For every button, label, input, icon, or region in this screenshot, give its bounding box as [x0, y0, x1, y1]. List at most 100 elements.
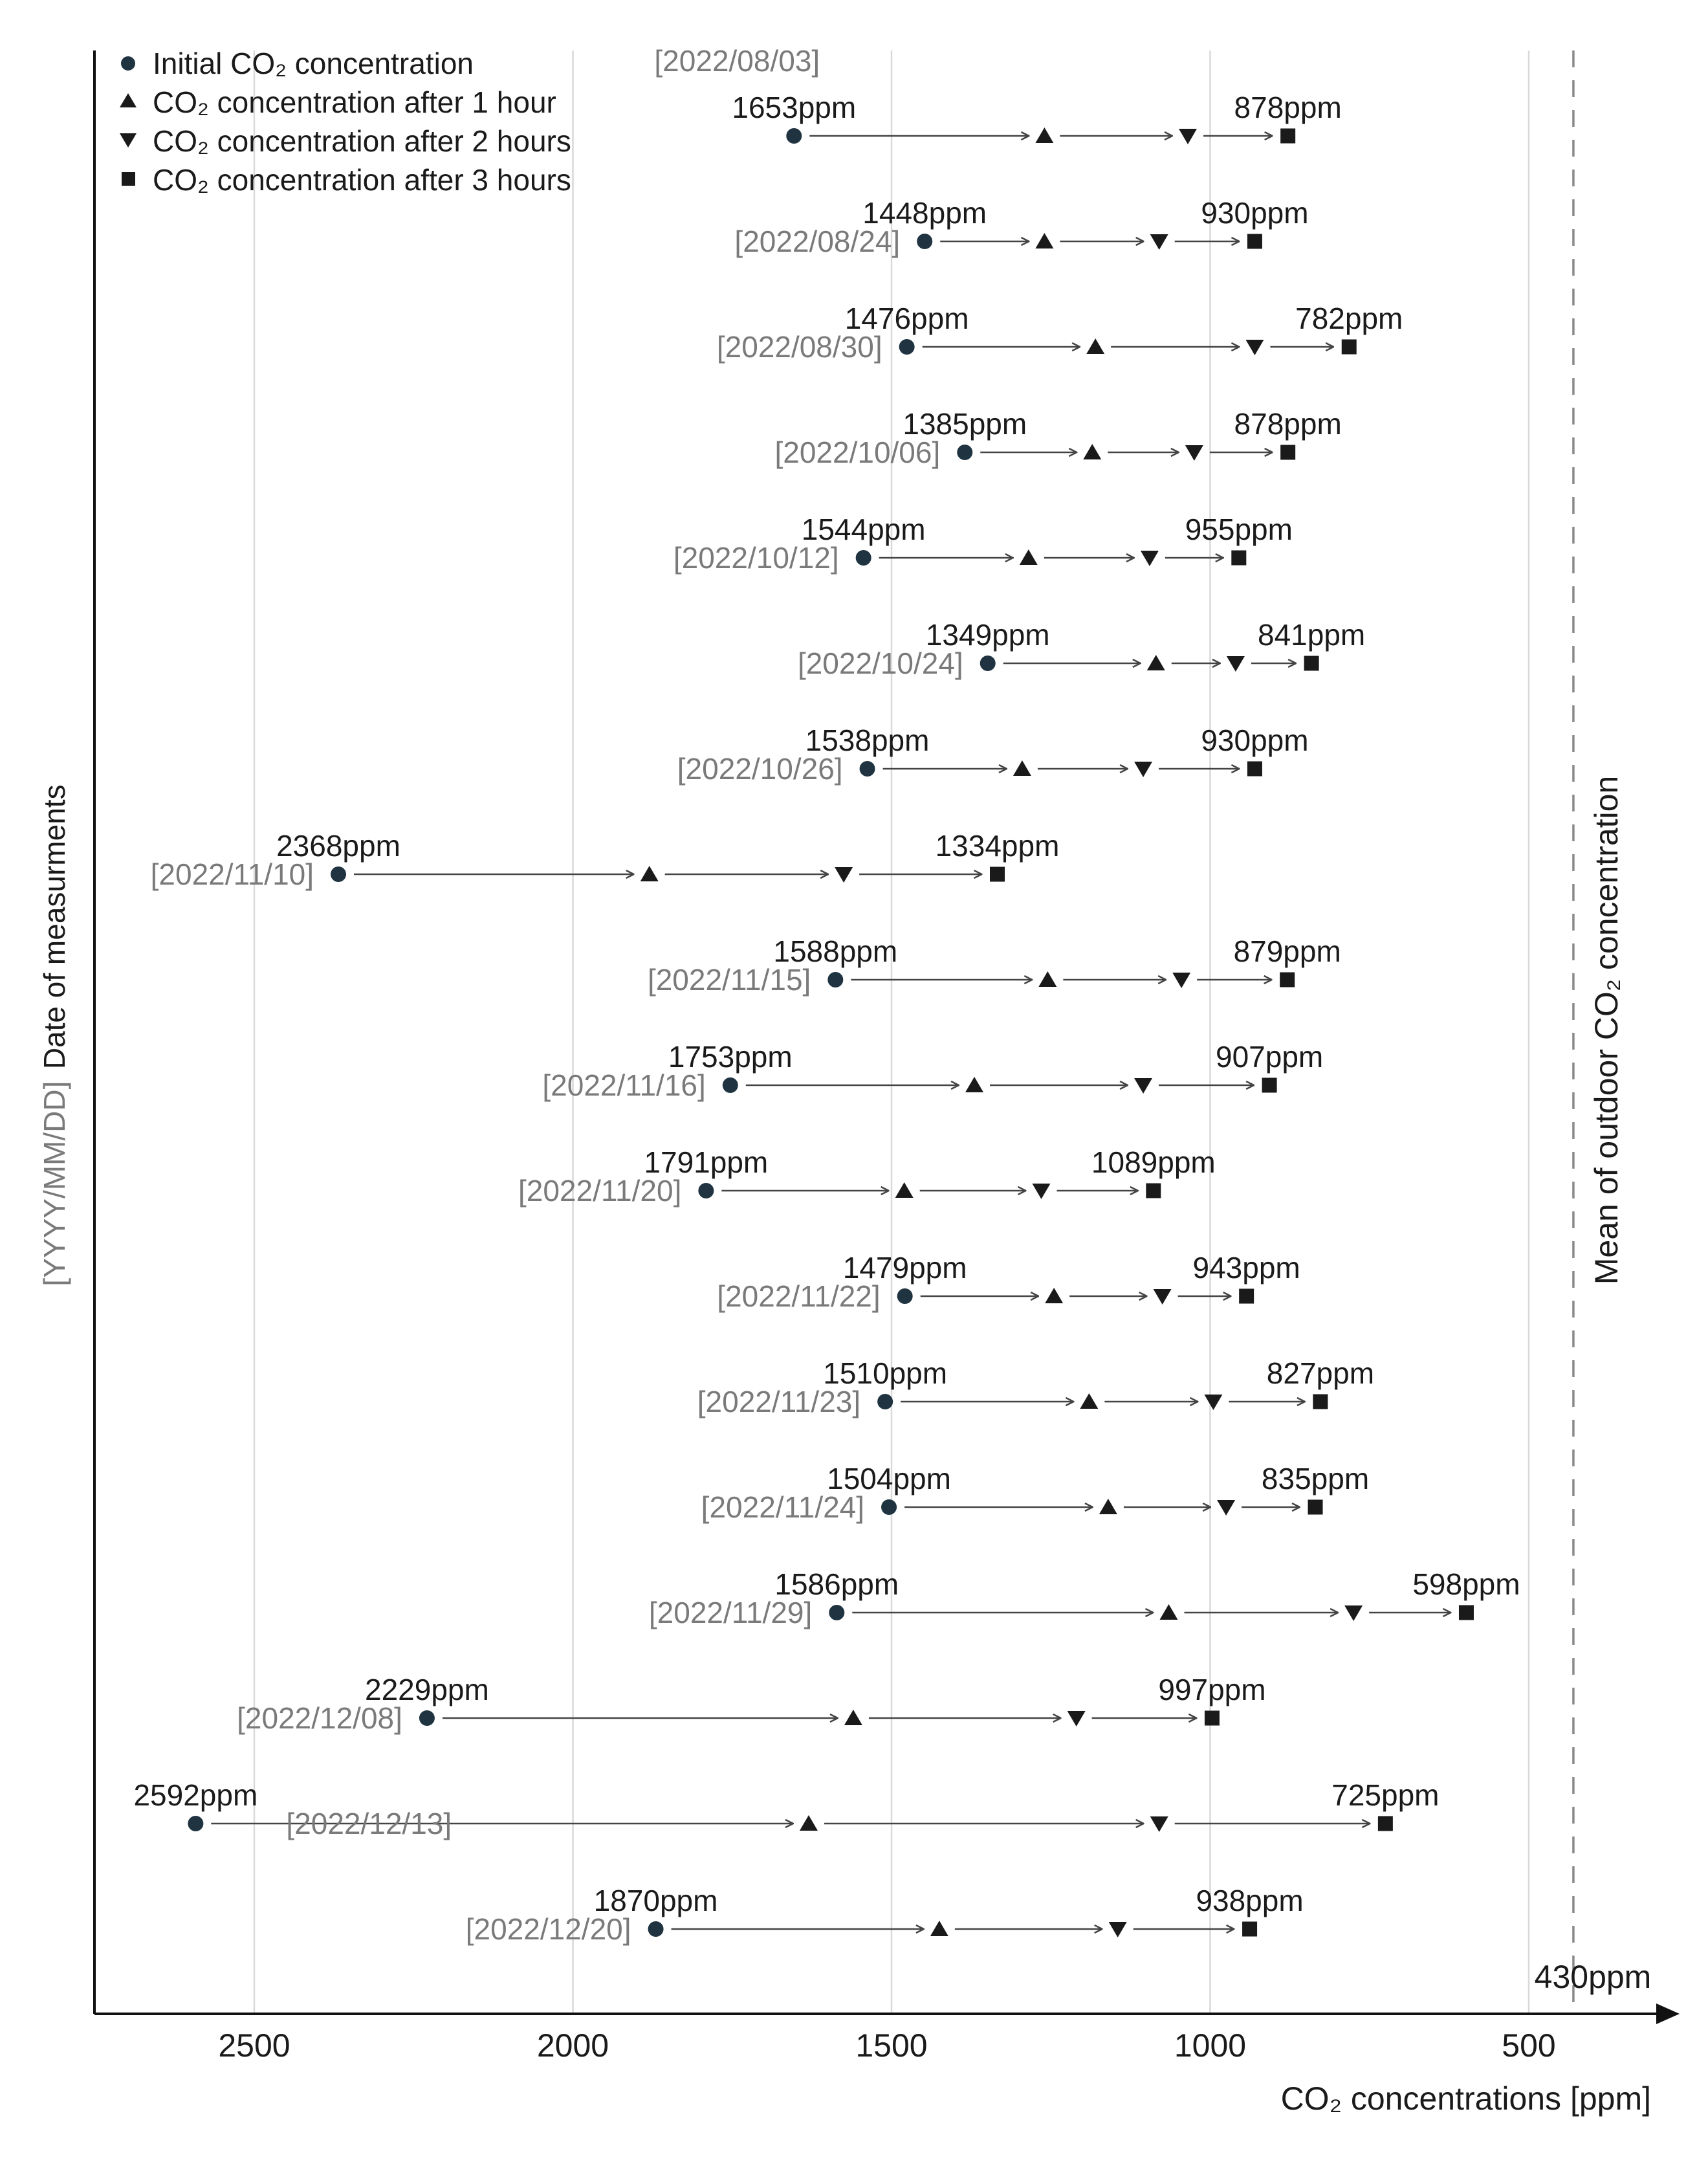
date-label: [2022/12/08] [237, 1701, 402, 1735]
final-value-label: 878ppm [1234, 91, 1342, 124]
x-tick-label-500: 500 [1502, 2027, 1555, 2064]
final-value-label: 782ppm [1295, 302, 1403, 335]
marker-initial [829, 1605, 845, 1620]
date-label: [2022/10/24] [798, 646, 963, 680]
date-label: [2022/08/03] [654, 44, 820, 78]
marker-2h [1134, 1078, 1153, 1094]
marker-2h [835, 867, 853, 883]
initial-value-label: 1349ppm [926, 618, 1050, 652]
final-value-label: 598ppm [1412, 1567, 1520, 1601]
marker-3h [1377, 1816, 1393, 1831]
marker-3h [1458, 1605, 1474, 1620]
marker-1h [844, 1710, 862, 1725]
date-label: [2022/11/22] [717, 1279, 880, 1313]
final-value-label: 938ppm [1196, 1884, 1303, 1917]
final-value-label: 997ppm [1158, 1673, 1265, 1706]
date-label: [2022/11/15] [648, 963, 811, 997]
initial-value-label: 1538ppm [805, 723, 930, 757]
initial-value-label: 1510ppm [823, 1356, 947, 1390]
marker-1h [1019, 549, 1038, 565]
marker-3h [1341, 339, 1357, 355]
data-row: 1385ppm 878ppm [2022/10/06] [774, 407, 1341, 469]
marker-3h [1204, 1710, 1220, 1726]
marker-2h [1153, 1289, 1172, 1305]
date-label: [2022/10/06] [774, 436, 940, 469]
marker-initial [786, 128, 802, 144]
marker-3h [1304, 656, 1319, 671]
initial-value-label: 1479ppm [843, 1251, 967, 1285]
marker-1h [1159, 1604, 1178, 1620]
marker-1h [1083, 444, 1102, 459]
data-row: 2368ppm 1334ppm [2022/11/10] [151, 829, 1060, 891]
initial-value-label: 1544ppm [802, 513, 926, 546]
legend: Initial CO₂ concentration CO₂ concentrat… [120, 47, 571, 197]
marker-2h [1172, 973, 1191, 988]
marker-2h [1217, 1500, 1236, 1516]
marker-3h [1280, 128, 1296, 144]
final-value-label: 827ppm [1267, 1356, 1374, 1390]
final-value-label: 878ppm [1234, 407, 1342, 441]
grid-lines [253, 50, 1530, 2014]
date-label: [2022/11/10] [151, 857, 314, 891]
legend-label-2h: CO₂ concentration after 2 hours [153, 124, 571, 158]
data-row: 1586ppm 598ppm [2022/11/29] [649, 1567, 1520, 1629]
initial-value-label: 1870ppm [594, 1884, 718, 1917]
marker-2h [1204, 1395, 1223, 1410]
marker-1h [799, 1815, 818, 1831]
marker-3h [1262, 1077, 1277, 1093]
final-value-label: 930ppm [1201, 196, 1308, 230]
marker-initial [957, 445, 973, 460]
marker-initial [899, 339, 915, 355]
initial-value-label: 1476ppm [845, 302, 969, 335]
marker-1h [1146, 655, 1165, 670]
marker-3h [1146, 1183, 1161, 1198]
marker-initial [331, 866, 347, 882]
legend-circle-icon [121, 56, 135, 71]
initial-value-label: 1791ppm [644, 1145, 768, 1179]
date-label: [2022/12/20] [466, 1912, 631, 1946]
data-row: 1544ppm 955ppm [2022/10/12] [673, 513, 1293, 575]
final-value-label: 1334ppm [936, 829, 1060, 863]
marker-initial [698, 1183, 714, 1198]
data-row: 1479ppm 943ppm [2022/11/22] [717, 1251, 1300, 1313]
date-label: [2022/11/29] [649, 1596, 812, 1629]
data-row: 1653ppm 878ppm [2022/08/03] [654, 44, 1342, 144]
legend-label-1h: CO₂ concentration after 1 hour [153, 85, 556, 119]
data-row: 1476ppm 782ppm [2022/08/30] [717, 302, 1403, 364]
data-row: 1588ppm 879ppm [2022/11/15] [648, 934, 1341, 997]
marker-3h [1247, 234, 1262, 249]
x-axis-title: CO₂ concentrations [ppm] [1281, 2080, 1651, 2117]
legend-label-initial: Initial CO₂ concentration [153, 47, 474, 80]
marker-3h [1308, 1499, 1323, 1515]
final-value-label: 841ppm [1258, 618, 1365, 652]
x-tick-label-2500: 2500 [218, 2027, 290, 2064]
date-label: [2022/11/24] [701, 1490, 864, 1524]
date-label: [2022/08/30] [717, 330, 882, 364]
date-label: [2022/11/16] [542, 1068, 705, 1102]
data-rows: 1653ppm 878ppm [2022/08/03] 1448ppm 930ppm [2… [133, 44, 1520, 1946]
marker-3h [1280, 972, 1295, 987]
initial-value-label: 1653ppm [732, 91, 856, 124]
marker-initial [877, 1394, 893, 1409]
outdoor-title: Mean of outdoor CO₂ concentration [1588, 776, 1625, 1285]
marker-1h [1086, 338, 1105, 354]
marker-2h [1032, 1184, 1051, 1199]
data-row: 1870ppm 938ppm [2022/12/20] [466, 1884, 1304, 1946]
marker-3h [1239, 1288, 1254, 1304]
marker-initial [897, 1288, 913, 1304]
marker-initial [722, 1077, 738, 1093]
data-row: 2229ppm 997ppm [2022/12/08] [237, 1673, 1265, 1735]
marker-1h [1035, 127, 1054, 143]
marker-1h [965, 1077, 984, 1092]
final-value-label: 930ppm [1201, 723, 1308, 757]
marker-initial [827, 972, 844, 987]
legend-square-icon [122, 172, 135, 186]
data-row: 1448ppm 930ppm [2022/08/24] [734, 196, 1308, 258]
marker-2h [1226, 656, 1245, 672]
marker-3h [1242, 1921, 1258, 1937]
final-value-label: 1089ppm [1091, 1145, 1216, 1179]
final-value-label: 955ppm [1185, 513, 1293, 546]
x-tick-label-1000: 1000 [1174, 2027, 1246, 2064]
marker-1h [1080, 1393, 1099, 1409]
